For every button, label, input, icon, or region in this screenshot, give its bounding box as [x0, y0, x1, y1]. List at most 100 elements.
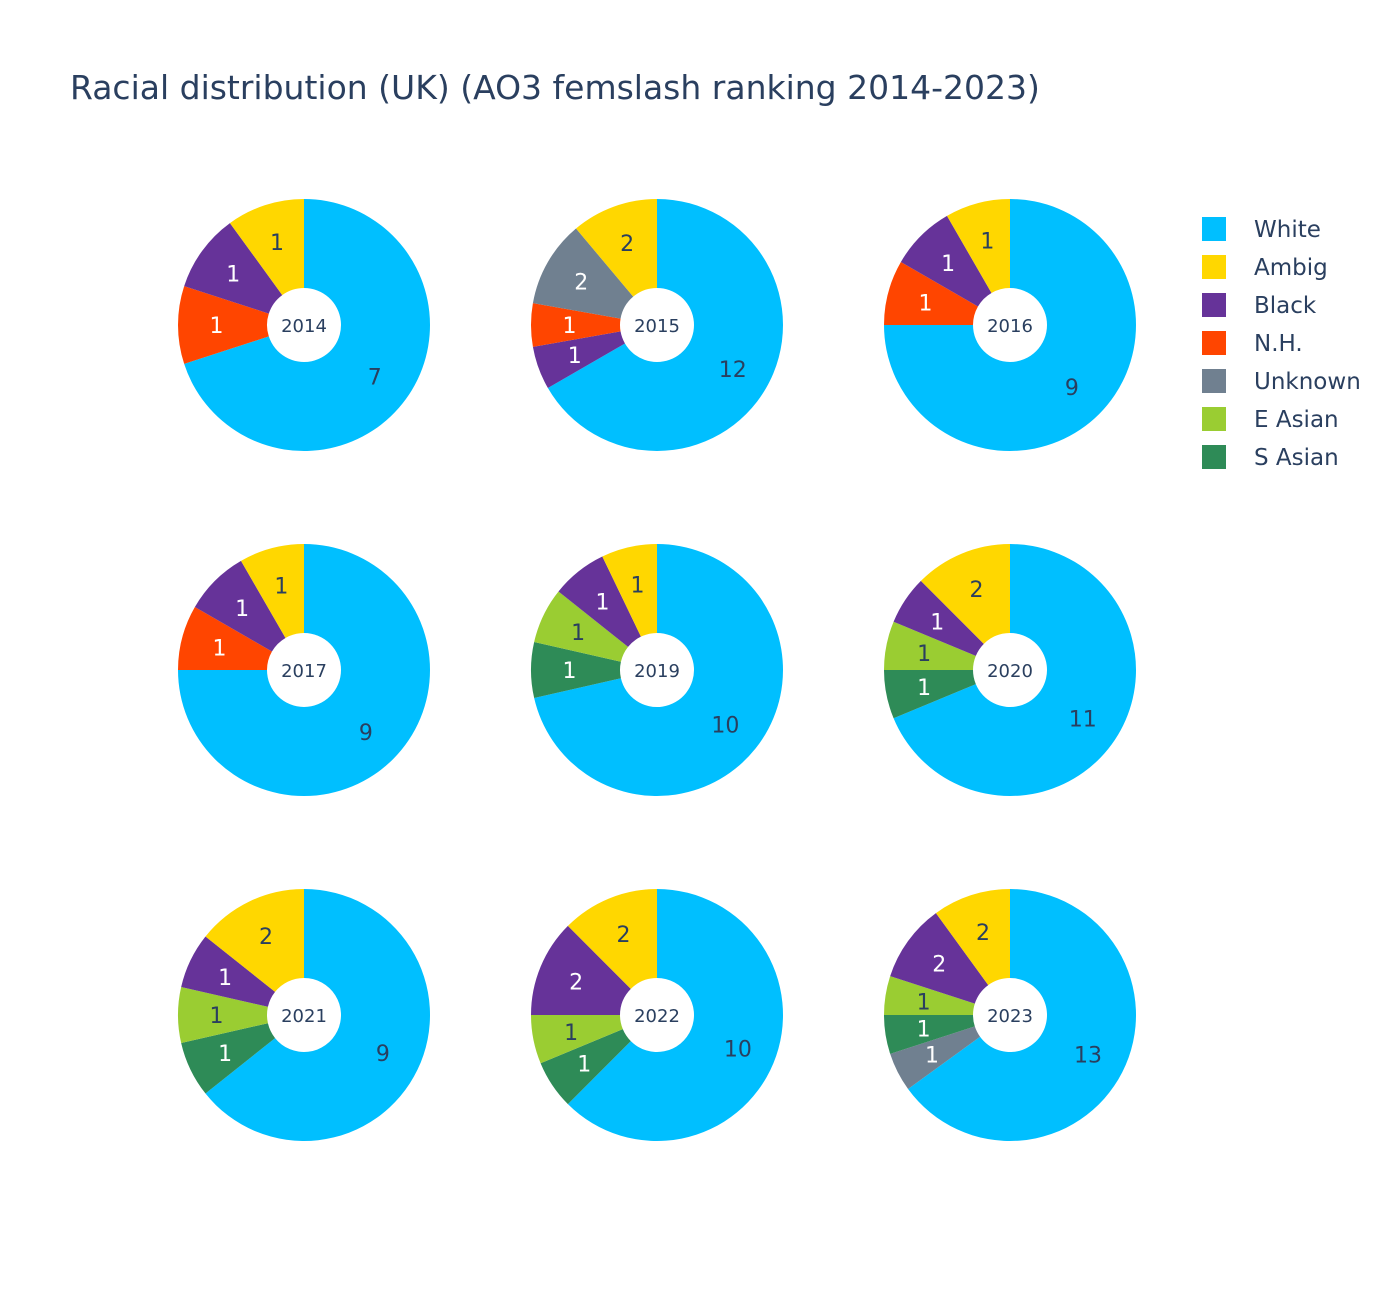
pie-center-label-2020: 2020: [987, 661, 1033, 682]
slice-label-2022-white: 10: [724, 1037, 752, 1062]
slice-2019-ambig: [602, 544, 657, 637]
slice-label-2015-n-h: 1: [563, 314, 577, 339]
slice-2014-black: [184, 223, 283, 314]
slice-2022-e-asian: [531, 1015, 623, 1064]
slice-label-2017-black: 1: [235, 597, 249, 622]
pie-center-label-2022: 2022: [634, 1006, 680, 1027]
slice-2019-black: [558, 556, 641, 647]
slice-label-2023-e-asian: 1: [917, 990, 931, 1015]
pie-center-label-2017: 2017: [281, 661, 327, 682]
legend-item-unknown[interactable]: Unknown: [1202, 369, 1361, 395]
slice-label-2017-n-h: 1: [212, 636, 226, 661]
legend-swatch-ambig: [1202, 255, 1226, 279]
slice-label-2015-unknown: 2: [574, 270, 588, 295]
slice-2020-white: [893, 544, 1136, 797]
legend-item-ambig[interactable]: Ambig: [1202, 255, 1328, 281]
pie-center-label-2014: 2014: [281, 316, 327, 337]
slice-label-2020-black: 1: [930, 610, 944, 635]
slice-2015-black: [532, 331, 625, 388]
legend-label-white: White: [1254, 217, 1321, 243]
slice-label-2020-white: 11: [1069, 708, 1097, 733]
chart-title: Racial distribution (UK) (AO3 femslash r…: [70, 68, 1040, 107]
slice-label-2021-black: 1: [218, 966, 232, 991]
slice-label-2016-black: 1: [941, 252, 955, 277]
slice-2020-e-asian: [884, 621, 976, 670]
legend-swatch-black: [1202, 293, 1226, 317]
slice-2017-ambig: [241, 544, 304, 638]
slice-2022-white: [567, 889, 784, 1141]
legend: White Ambig Black N.H. Unknown E Asian S Asian: [1202, 217, 1361, 471]
slice-label-2015-white: 12: [719, 358, 747, 383]
slice-label-2020-s-asian: 1: [917, 676, 931, 701]
slice-label-2022-ambig: 2: [617, 923, 631, 948]
slice-label-2021-ambig: 2: [259, 925, 273, 950]
legend-item-n-h[interactable]: N.H.: [1202, 331, 1303, 357]
legend-label-black: Black: [1254, 293, 1317, 319]
slice-2023-ambig: [935, 889, 1010, 986]
slice-2019-s-asian: [530, 641, 621, 699]
slice-2015-n-h: [531, 303, 621, 347]
slice-2023-white: [908, 889, 1137, 1141]
legend-swatch-unknown: [1202, 369, 1226, 393]
legend-label-unknown: Unknown: [1254, 369, 1361, 395]
slice-label-2019-white: 10: [711, 714, 739, 739]
slice-label-2014-black: 1: [226, 263, 240, 288]
slice-2016-black: [900, 215, 992, 307]
slice-2023-unknown: [890, 1026, 981, 1090]
slice-2016-white: [884, 199, 1136, 451]
legend-label-e-asian: E Asian: [1254, 407, 1339, 433]
legend-swatch-e-asian: [1202, 407, 1226, 431]
slice-label-2020-e-asian: 1: [917, 642, 931, 667]
legend-label-n-h: N.H.: [1254, 331, 1303, 357]
slice-2022-ambig: [567, 889, 657, 989]
slice-label-2023-black: 2: [932, 953, 946, 978]
slice-2015-ambig: [576, 199, 657, 297]
slice-2022-s-asian: [540, 1029, 631, 1105]
slice-2023-black: [890, 913, 989, 1004]
slice-label-2014-ambig: 1: [270, 231, 284, 256]
slice-2021-s-asian: [181, 1023, 276, 1094]
slice-2017-white: [178, 544, 430, 796]
legend-item-black[interactable]: Black: [1202, 293, 1317, 319]
slice-label-2022-s-asian: 1: [577, 1053, 591, 1078]
legend-item-white[interactable]: White: [1202, 217, 1321, 243]
slice-label-2019-e-asian: 1: [571, 621, 585, 646]
slice-2019-e-asian: [534, 591, 629, 662]
slice-2016-n-h: [884, 262, 978, 325]
pie-center-label-2019: 2019: [634, 661, 680, 682]
slice-label-2014-n-h: 1: [210, 314, 224, 339]
slice-2017-black: [194, 560, 286, 652]
legend-item-e-asian[interactable]: E Asian: [1202, 407, 1339, 433]
slice-label-2021-e-asian: 1: [210, 1004, 224, 1029]
slice-label-2023-s-asian: 1: [917, 1018, 931, 1043]
slice-2020-s-asian: [884, 670, 976, 719]
slice-2015-unknown: [532, 228, 634, 319]
slice-2017-n-h: [178, 607, 272, 670]
slice-label-2016-ambig: 1: [980, 229, 994, 254]
slice-2021-e-asian: [178, 986, 268, 1044]
legend-swatch-s-asian: [1202, 445, 1226, 469]
pie-grid: 7111201412112220159111201691112017101111…: [178, 199, 1137, 1141]
slice-2019-white: [534, 544, 783, 797]
slice-2014-white: [184, 199, 430, 451]
legend-item-s-asian[interactable]: S Asian: [1202, 445, 1339, 471]
slice-2023-e-asian: [884, 976, 975, 1015]
pie-2022: 10 1 1 2 2 2022: [531, 889, 784, 1141]
pie-2014: 7 1 1 1 2014: [178, 199, 430, 451]
pie-center-label-2016: 2016: [987, 316, 1033, 337]
pie-2021: 9 1 1 1 2 2021: [178, 889, 430, 1141]
slice-label-2022-black: 2: [569, 971, 583, 996]
pie-center-label-2023: 2023: [987, 1006, 1033, 1027]
slice-label-2019-black: 1: [595, 591, 609, 616]
legend-swatch-n-h: [1202, 331, 1226, 355]
slice-2022-black: [531, 925, 631, 1015]
slice-2014-ambig: [229, 199, 304, 296]
slice-2014-n-h: [178, 286, 269, 364]
slice-label-2016-n-h: 1: [918, 291, 932, 316]
slice-2020-ambig: [920, 544, 1010, 644]
legend-swatch-white: [1202, 217, 1226, 241]
slice-2021-black: [181, 936, 276, 1007]
